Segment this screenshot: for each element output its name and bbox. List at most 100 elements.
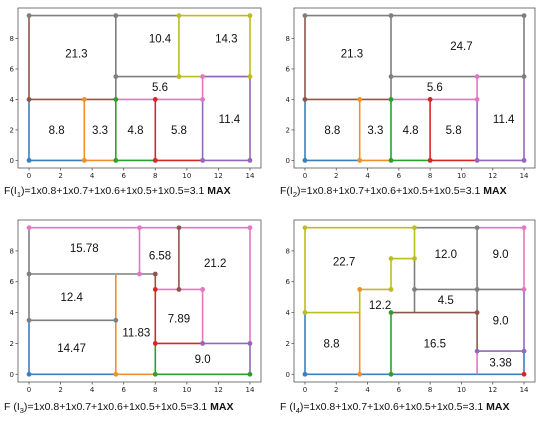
x-tick-label: 2: [58, 386, 62, 394]
room-area-label: 4.5: [438, 295, 454, 307]
corner-point: [302, 310, 308, 315]
room-area-label: 5.6: [427, 82, 443, 94]
corner-point: [427, 157, 433, 163]
corner-point: [137, 271, 142, 277]
room-area-label: 21.3: [65, 49, 87, 61]
corner-point: [302, 225, 308, 231]
corner-point: [247, 157, 253, 163]
y-tick-label: 6: [10, 278, 15, 286]
y-tick-label: 8: [286, 35, 290, 43]
y-tick-label: 0: [286, 371, 290, 379]
y-tick-label: 4: [10, 96, 15, 104]
y-tick-label: 0: [10, 157, 14, 165]
x-tick-label: 2: [334, 172, 338, 180]
corner-point: [247, 13, 253, 19]
room-area-label: 11.4: [219, 114, 241, 126]
corner-point: [26, 371, 32, 377]
corner-point: [474, 348, 480, 354]
x-tick-label: 8: [153, 172, 157, 180]
caption-formula: )=1x0.8+1x0.7+1x0.6+1x0.5+1x0.5=3.1: [24, 401, 210, 413]
x-tick-label: 12: [488, 172, 497, 180]
caption-prefix: F (I: [4, 401, 20, 413]
room-area-label: 5.8: [446, 125, 462, 137]
wall-segment-purple: [202, 75, 251, 162]
caption-max: MAX: [210, 401, 233, 413]
corner-point: [521, 13, 527, 19]
room-area-label: 6.58: [149, 250, 171, 262]
x-tick-label: 12: [214, 386, 223, 394]
y-tick-label: 8: [286, 247, 290, 255]
y-tick-label: 2: [10, 126, 14, 134]
room-area-label: 3.3: [92, 125, 108, 137]
corner-point: [357, 371, 363, 377]
panel-4: 0 2 4 6 8 10 12 14 0 2 4 6 8 22.7 12.0 9.0 12.2 4.5 9.0 8.8…: [280, 219, 536, 415]
fitness-caption: F (I4)=1x0.8+1x0.7+1x0.6+1x0.5+1x0.5=3.1…: [280, 401, 510, 415]
room-area-label: 14.47: [57, 343, 86, 355]
corner-point: [521, 348, 527, 354]
x-tick-label: 6: [121, 386, 126, 394]
x-tick-label: 4: [90, 172, 95, 180]
room-area-label: 3.38: [489, 358, 511, 370]
caption-formula: )=1x0.8+1x0.7+1x0.6+1x0.5+1x0.5=3.1: [21, 185, 207, 197]
y-tick-label: 8: [10, 247, 14, 255]
wall-segment-olive: [178, 14, 251, 78]
corner-point: [113, 157, 119, 163]
caption-prefix: F (I: [280, 401, 296, 413]
x-tick-label: 6: [397, 172, 402, 180]
room-area-label: 3.3: [367, 125, 383, 137]
corner-point: [152, 97, 158, 102]
corner-point: [474, 97, 480, 102]
corner-point: [26, 157, 32, 163]
x-tick-label: 12: [214, 172, 223, 180]
room-area-label: 10.4: [149, 33, 172, 45]
corner-point: [200, 97, 206, 102]
corner-point: [521, 287, 527, 292]
caption-subscript: 2: [293, 190, 297, 199]
corner-point: [388, 157, 394, 163]
y-tick-label: 8: [10, 35, 14, 43]
room-area-label: 8.8: [49, 125, 65, 137]
corner-point: [412, 256, 417, 261]
corner-point: [412, 287, 417, 292]
corner-point: [357, 97, 363, 102]
corner-point: [176, 225, 182, 231]
corner-point: [474, 310, 480, 315]
corner-point: [388, 371, 394, 377]
caption-prefix: F(I: [4, 185, 17, 197]
x-tick-label: 6: [397, 386, 402, 394]
corner-point: [474, 74, 480, 79]
corner-point: [26, 13, 32, 19]
plot-frame: [293, 7, 536, 169]
y-tick-label: 6: [286, 278, 291, 286]
caption-max: MAX: [486, 401, 509, 413]
wall-segment-gray: [305, 14, 525, 77]
y-tick-label: 6: [286, 65, 291, 73]
corner-point: [247, 225, 253, 231]
panels: 0 2 4 6 8 10 12 14 0 2 4 6 8 21.3 10.4 14.3 5.6 8.8 3.3 4.8…: [4, 7, 536, 415]
y-tick-label: 4: [10, 309, 15, 317]
x-tick-label: 2: [58, 172, 62, 180]
corner-point: [388, 74, 394, 79]
corner-point: [474, 157, 480, 163]
caption-max: MAX: [207, 185, 230, 197]
x-tick-label: 14: [245, 172, 254, 180]
room-area-label: 12.2: [369, 300, 391, 312]
room-area-label: 15.78: [70, 243, 99, 255]
wall-segment-blue: [304, 312, 525, 376]
corner-point: [388, 13, 394, 19]
x-tick-label: 0: [303, 386, 307, 394]
corner-point: [152, 157, 158, 163]
corner-point: [474, 287, 480, 292]
x-tick-label: 10: [182, 386, 191, 394]
x-tick-label: 12: [488, 386, 497, 394]
room-area-label: 21.2: [204, 258, 226, 270]
wall-segment-olive: [304, 226, 416, 314]
room-area-label: 14.3: [215, 33, 237, 45]
x-tick-label: 4: [365, 172, 370, 180]
room-area-label: 9.0: [493, 315, 509, 327]
corner-point: [247, 341, 253, 346]
room-area-label: 8.8: [324, 125, 340, 137]
corner-point: [176, 287, 182, 292]
room-area-label: 4.8: [128, 125, 144, 137]
